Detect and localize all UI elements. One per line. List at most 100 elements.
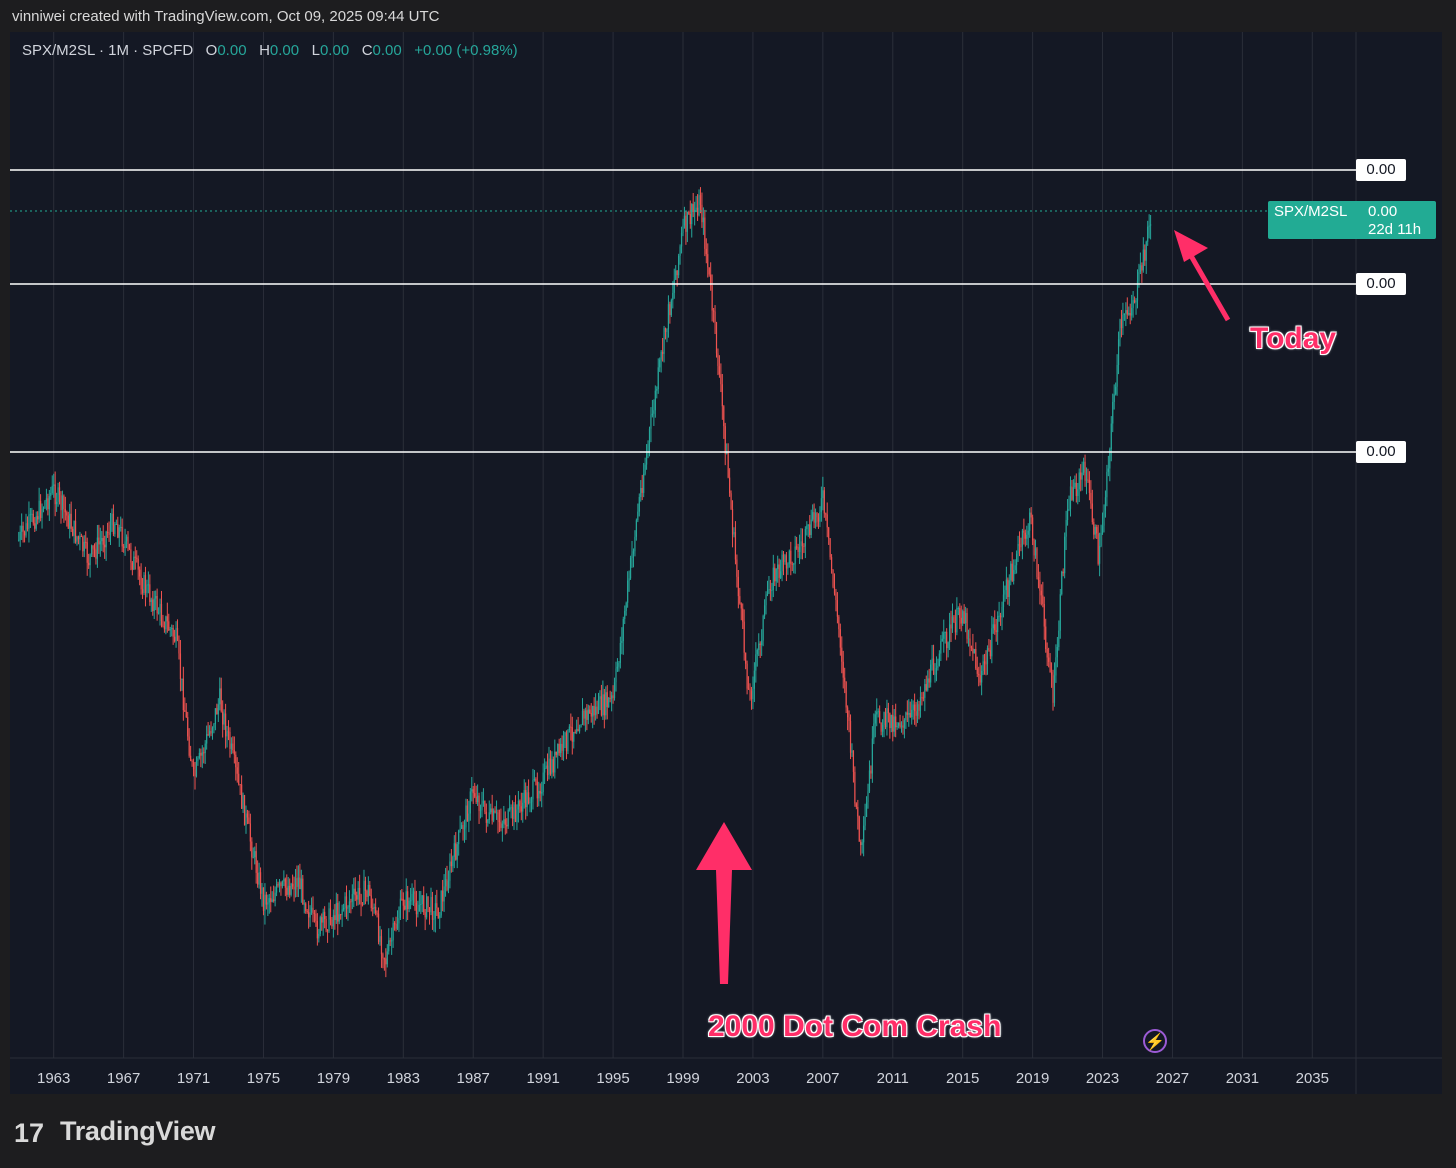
candle-body [261, 887, 263, 894]
candle-body [497, 812, 499, 821]
crash-annotation: 2000 Dot Com Crash [708, 1010, 1002, 1043]
candle-body [131, 562, 133, 570]
candle-body [576, 728, 578, 733]
candle-body [404, 905, 406, 910]
candle-body [551, 759, 553, 774]
candle-body [1119, 319, 1121, 340]
candle-body [456, 844, 458, 860]
tv-logo-text: TradingView [60, 1116, 216, 1146]
candle-body [372, 908, 374, 910]
price-label-middle[interactable]: 0.00 [1356, 273, 1406, 295]
price-label-top[interactable]: 0.00 [1356, 159, 1406, 181]
candle-body [930, 664, 932, 683]
candle-body [115, 523, 117, 525]
candle-body [229, 732, 231, 749]
candle-body [287, 885, 289, 895]
candle-body [517, 800, 519, 810]
candle-body [96, 537, 99, 559]
candle-body [1001, 606, 1003, 618]
candle-body [672, 292, 674, 301]
candle-body [267, 902, 269, 905]
candle-body [463, 827, 466, 830]
candle-body [1018, 543, 1021, 547]
candle-body [278, 882, 281, 886]
candle-body [21, 525, 23, 532]
candle-body [573, 732, 575, 742]
candle-body [1043, 603, 1045, 627]
price-label-bottom[interactable]: 0.00 [1356, 441, 1406, 463]
candle-body [297, 877, 300, 887]
candle-body [357, 887, 359, 900]
candle-body [176, 628, 179, 640]
candle-body [106, 531, 109, 533]
candle-body [1061, 571, 1063, 595]
candle-body [538, 790, 540, 799]
candle-body [424, 912, 426, 918]
candle-body [174, 636, 176, 642]
candle-body [495, 812, 498, 814]
candle-body [53, 484, 55, 486]
last-price-symbol: SPX/M2SL [1274, 203, 1348, 220]
candle-body [354, 888, 356, 896]
candle-body [686, 212, 688, 232]
candle-body [548, 758, 550, 776]
candle-body [243, 795, 246, 826]
candle-body [446, 879, 448, 891]
candle-body [366, 890, 368, 897]
candle-body [965, 612, 967, 624]
candle-body [791, 563, 793, 565]
candle-body [233, 750, 235, 755]
candle-body [871, 738, 873, 774]
x-tick-label: 1983 [387, 1070, 420, 1087]
candle-body [723, 406, 725, 427]
candle-body [64, 509, 66, 513]
candle-body [1117, 339, 1120, 366]
candle-body [324, 911, 326, 920]
candle-body [981, 670, 983, 683]
lightning-icon[interactable]: ⚡ [1143, 1029, 1167, 1053]
candle-body [989, 650, 991, 657]
candle-body [800, 541, 802, 547]
candle-body [762, 615, 764, 641]
candle-body [956, 608, 958, 633]
candle-body [1027, 530, 1029, 535]
candle-body [683, 215, 686, 226]
candle-body [635, 520, 637, 537]
candle-body [606, 692, 608, 708]
candle-body [455, 843, 457, 860]
candle-body [858, 816, 860, 842]
candle-body [1032, 517, 1034, 541]
candle-body [695, 207, 697, 210]
candle-body [434, 903, 436, 919]
open-label: O [205, 42, 218, 59]
candle-body [26, 523, 29, 529]
candle-body [899, 722, 901, 727]
candle-body [763, 605, 766, 616]
candle-body [1109, 449, 1111, 469]
bar-countdown: 22d 11h [1368, 221, 1422, 238]
candle-body [680, 232, 683, 247]
candle-body [1142, 249, 1144, 271]
candle-body [801, 541, 804, 546]
candle-body [452, 856, 454, 867]
candle-body [226, 731, 228, 737]
candle-body [303, 903, 305, 905]
change-value: +0.00 (+0.98%) [414, 42, 518, 59]
candle-body [1013, 570, 1015, 581]
candle-body [787, 563, 789, 569]
candle-body [734, 532, 737, 560]
candle-body [211, 727, 214, 734]
candle-body [114, 524, 116, 534]
candle-body [932, 658, 935, 675]
candle-body [922, 697, 924, 699]
candle-body [995, 630, 997, 633]
candle-body [865, 802, 868, 817]
candle-body [696, 207, 699, 216]
candle-body [759, 643, 761, 646]
candle-body [197, 758, 199, 762]
candle-body [407, 891, 409, 910]
candle-body [310, 907, 313, 913]
candle-body [597, 699, 600, 714]
candle-body [645, 451, 648, 465]
